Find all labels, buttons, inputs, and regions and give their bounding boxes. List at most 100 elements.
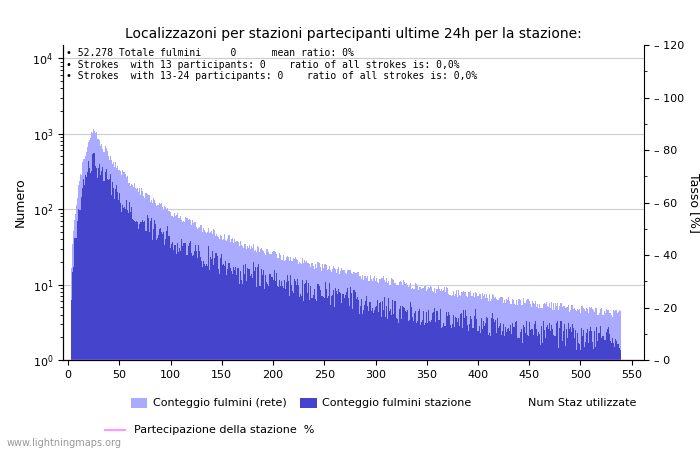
Bar [292, 261, 293, 450]
Bar [407, 310, 408, 450]
Bar [204, 264, 205, 450]
Bar [305, 262, 307, 450]
Bar [497, 300, 498, 450]
Bar [430, 322, 431, 450]
Bar [533, 335, 534, 450]
Bar [175, 216, 176, 450]
Bar [216, 234, 217, 450]
Bar [383, 276, 384, 450]
Bar [440, 289, 442, 450]
Text: www.lightningmaps.org: www.lightningmaps.org [7, 438, 122, 448]
Bar [76, 238, 77, 450]
Bar [248, 248, 249, 450]
Bar [506, 300, 507, 450]
Bar [480, 294, 481, 450]
Bar [221, 254, 223, 450]
Bar [460, 296, 461, 450]
Bar [130, 185, 131, 450]
Bar [237, 268, 238, 450]
Bar [99, 164, 100, 450]
Bar [171, 243, 172, 450]
Bar [610, 342, 612, 450]
Bar [86, 177, 87, 450]
Bar [608, 333, 610, 450]
Bar [160, 204, 161, 450]
Bar [590, 327, 592, 450]
Bar [249, 270, 250, 450]
Bar [102, 167, 104, 450]
Bar [253, 244, 254, 450]
Bar [367, 276, 368, 450]
Bar [375, 281, 376, 450]
Bar [412, 288, 413, 450]
Bar [276, 258, 278, 450]
Bar [174, 213, 175, 450]
Bar [195, 245, 196, 450]
Bar [442, 290, 444, 450]
Bar [240, 241, 241, 450]
Bar [368, 281, 369, 450]
Bar [467, 325, 468, 450]
Bar [606, 332, 607, 450]
Bar [250, 249, 251, 450]
Bar [150, 218, 152, 450]
Bar [453, 291, 454, 450]
Bar [283, 256, 284, 450]
Bar [125, 209, 126, 450]
Bar [508, 328, 510, 450]
Bar [612, 310, 614, 450]
Bar [193, 224, 194, 450]
Bar [497, 319, 498, 450]
Bar [543, 321, 544, 450]
Bar [536, 329, 537, 450]
Bar [358, 314, 360, 450]
Bar [564, 306, 565, 450]
Bar [605, 313, 606, 450]
Bar [285, 260, 286, 450]
Bar [225, 240, 226, 450]
Bar [86, 152, 87, 450]
Bar [258, 247, 259, 450]
Bar [587, 329, 588, 450]
Bar [598, 333, 599, 450]
Bar [608, 313, 610, 450]
Bar [335, 270, 336, 450]
Bar [619, 310, 620, 450]
Bar [324, 264, 325, 450]
Bar [116, 168, 117, 450]
Bar [94, 131, 95, 450]
Bar [547, 325, 548, 450]
Bar [346, 292, 347, 450]
Bar [294, 279, 295, 450]
Bar [141, 188, 142, 450]
Bar [221, 236, 223, 450]
Bar [597, 315, 598, 450]
Bar [71, 272, 73, 450]
Bar [318, 263, 320, 450]
Bar [494, 297, 495, 450]
Bar [505, 303, 506, 450]
Text: Num Staz utilizzate: Num Staz utilizzate [528, 398, 637, 408]
Bar [330, 305, 331, 450]
Bar [331, 296, 332, 450]
Bar [238, 268, 239, 450]
Bar [572, 306, 573, 450]
Bar [376, 278, 377, 450]
Bar [406, 283, 407, 450]
Bar [382, 301, 383, 450]
Bar [574, 338, 575, 450]
Bar [249, 245, 250, 450]
Bar [603, 311, 605, 450]
Bar [165, 238, 166, 450]
Bar [479, 294, 480, 450]
Bar [553, 335, 554, 450]
Bar [336, 291, 337, 450]
Bar [326, 289, 327, 450]
Bar [210, 257, 211, 450]
Bar [362, 315, 363, 450]
Bar [461, 292, 462, 450]
Bar [153, 229, 154, 450]
Bar [84, 185, 85, 450]
Bar [124, 172, 125, 450]
Bar [473, 293, 475, 450]
